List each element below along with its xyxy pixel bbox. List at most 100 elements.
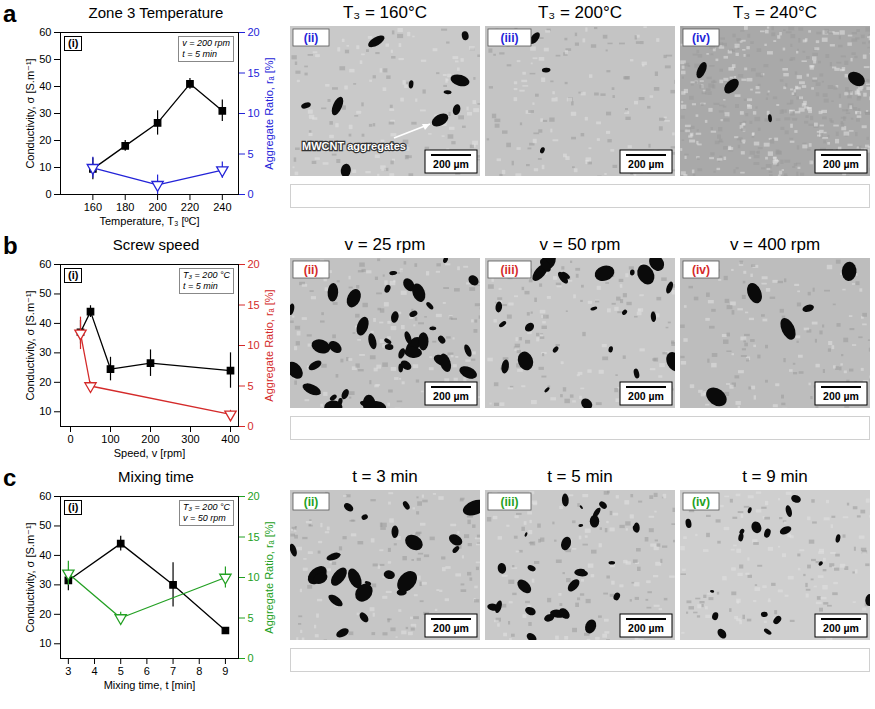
svg-text:10: 10	[248, 339, 260, 351]
svg-text:200 µm: 200 µm	[823, 390, 859, 402]
html-text:b: b	[3, 232, 18, 259]
html-text:t = 5 min: t = 5 min	[547, 467, 613, 486]
svg-text:40: 40	[39, 549, 51, 561]
svg-text:0: 0	[67, 433, 73, 445]
svg-text:15: 15	[248, 299, 260, 311]
svg-text:240: 240	[213, 201, 231, 213]
svg-text:0: 0	[248, 188, 254, 200]
svg-text:4: 4	[91, 665, 97, 677]
svg-text:8: 8	[196, 665, 202, 677]
html-text:T₃ = 240°C: T₃ = 240°C	[732, 3, 818, 22]
svg-text:50: 50	[39, 287, 51, 299]
svg-text:(iii): (iii)	[501, 495, 519, 509]
html-text:(i): (i)	[68, 37, 79, 49]
svg-text:0: 0	[248, 652, 254, 664]
svg-text:9: 9	[222, 665, 228, 677]
html-text:t = 3 min: t = 3 min	[352, 467, 418, 486]
svg-text:30: 30	[39, 578, 51, 590]
svg-text:200 µm: 200 µm	[628, 158, 664, 170]
svg-text:Speed, v [rpm]: Speed, v [rpm]	[114, 447, 186, 459]
html-text:Zone 3 Temperature: Zone 3 Temperature	[88, 4, 224, 21]
html-text:v = 50 rpm: v = 50 rpm	[539, 235, 621, 254]
svg-text:200: 200	[148, 201, 166, 213]
html-text:v = 25 rpm: v = 25 rpm	[344, 235, 426, 254]
svg-text:200 µm: 200 µm	[628, 622, 664, 634]
svg-text:10: 10	[39, 405, 51, 417]
svg-text:Mixing time, t [min]: Mixing time, t [min]	[104, 679, 196, 691]
svg-text:5: 5	[248, 380, 254, 392]
svg-text:3: 3	[65, 665, 71, 677]
svg-text:Temperature, T₃ [ºC]: Temperature, T₃ [ºC]	[100, 215, 200, 227]
html-text:T₃ = 200°C: T₃ = 200°C	[537, 3, 623, 22]
html-text:v = 200 rpm: v = 200 rpm	[182, 38, 230, 48]
html-text:Screw speed: Screw speed	[112, 236, 200, 253]
html-text:c: c	[3, 464, 17, 491]
svg-text:200 µm: 200 µm	[433, 390, 469, 402]
svg-text:(iii): (iii)	[501, 263, 519, 277]
svg-text:300: 300	[181, 433, 199, 445]
svg-text:(ii): (ii)	[304, 31, 319, 45]
svg-text:Conductivity, σ [S.m⁻¹]: Conductivity, σ [S.m⁻¹]	[24, 290, 36, 400]
svg-text:MWCNT aggregates: MWCNT aggregates	[302, 140, 406, 152]
svg-text:Aggregate Ratio, rₐ [%]: Aggregate Ratio, rₐ [%]	[263, 289, 275, 401]
svg-text:40: 40	[39, 317, 51, 329]
svg-text:30: 30	[39, 346, 51, 358]
svg-text:20: 20	[39, 134, 51, 146]
html-text:v = 400 rpm: v = 400 rpm	[729, 235, 821, 254]
svg-text:200 µm: 200 µm	[823, 158, 859, 170]
svg-text:20: 20	[248, 258, 260, 270]
html-text:T₃ = 200 °C: T₃ = 200 °C	[183, 270, 230, 280]
svg-text:50: 50	[39, 53, 51, 65]
svg-text:7: 7	[170, 665, 176, 677]
svg-text:160: 160	[84, 201, 102, 213]
svg-text:5: 5	[118, 665, 124, 677]
svg-text:10: 10	[39, 637, 51, 649]
svg-text:20: 20	[248, 490, 260, 502]
html-text:a: a	[3, 0, 17, 27]
svg-text:6: 6	[144, 665, 150, 677]
svg-text:10: 10	[248, 571, 260, 583]
svg-text:180: 180	[116, 201, 134, 213]
svg-text:30: 30	[39, 107, 51, 119]
svg-text:(ii): (ii)	[304, 263, 319, 277]
html-text:t = 9 min: t = 9 min	[742, 467, 808, 486]
svg-text:0: 0	[248, 420, 254, 432]
svg-text:60: 60	[39, 26, 51, 38]
svg-text:15: 15	[248, 531, 260, 543]
svg-text:Conductivity, σ [S.m⁻¹]: Conductivity, σ [S.m⁻¹]	[24, 522, 36, 632]
svg-text:5: 5	[248, 148, 254, 160]
svg-text:60: 60	[39, 490, 51, 502]
svg-text:200 µm: 200 µm	[628, 390, 664, 402]
svg-text:10: 10	[248, 107, 260, 119]
svg-text:40: 40	[39, 80, 51, 92]
svg-text:0: 0	[45, 188, 51, 200]
svg-text:10: 10	[39, 161, 51, 173]
svg-text:200 µm: 200 µm	[433, 158, 469, 170]
svg-text:220: 220	[181, 201, 199, 213]
svg-text:200 µm: 200 µm	[433, 622, 469, 634]
svg-text:(iii): (iii)	[501, 31, 519, 45]
svg-text:200 µm: 200 µm	[823, 622, 859, 634]
svg-text:Conductivity, σ [S.m⁻¹]: Conductivity, σ [S.m⁻¹]	[24, 58, 36, 168]
svg-text:Aggregate Ratio, rₐ [%]: Aggregate Ratio, rₐ [%]	[263, 57, 275, 169]
svg-text:200: 200	[141, 433, 159, 445]
html-text:t = 5 min: t = 5 min	[182, 49, 217, 59]
html-text:(i): (i)	[68, 501, 79, 513]
svg-text:(iv): (iv)	[692, 31, 710, 45]
svg-text:20: 20	[39, 376, 51, 388]
svg-text:15: 15	[248, 67, 260, 79]
svg-text:(iv): (iv)	[692, 263, 710, 277]
svg-text:20: 20	[248, 26, 260, 38]
html-text:T₃ = 160°C: T₃ = 160°C	[342, 3, 428, 22]
svg-text:(ii): (ii)	[304, 495, 319, 509]
svg-text:(iv): (iv)	[692, 495, 710, 509]
svg-text:Aggregate Ratio, rₐ [%]: Aggregate Ratio, rₐ [%]	[263, 521, 275, 633]
svg-text:20: 20	[39, 608, 51, 620]
svg-text:400: 400	[221, 433, 239, 445]
svg-text:5: 5	[248, 612, 254, 624]
svg-text:100: 100	[101, 433, 119, 445]
html-text:(i): (i)	[68, 269, 79, 281]
html-text:Mixing time: Mixing time	[118, 468, 194, 485]
svg-text:60: 60	[39, 258, 51, 270]
svg-text:50: 50	[39, 519, 51, 531]
